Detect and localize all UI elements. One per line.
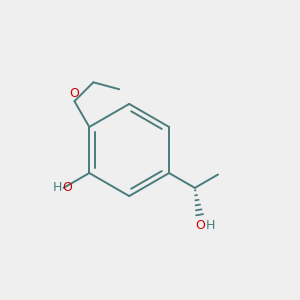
Text: O: O (195, 219, 205, 232)
Text: O: O (62, 182, 72, 194)
Text: H: H (53, 182, 62, 194)
Text: H: H (206, 219, 215, 232)
Text: O: O (70, 87, 80, 100)
